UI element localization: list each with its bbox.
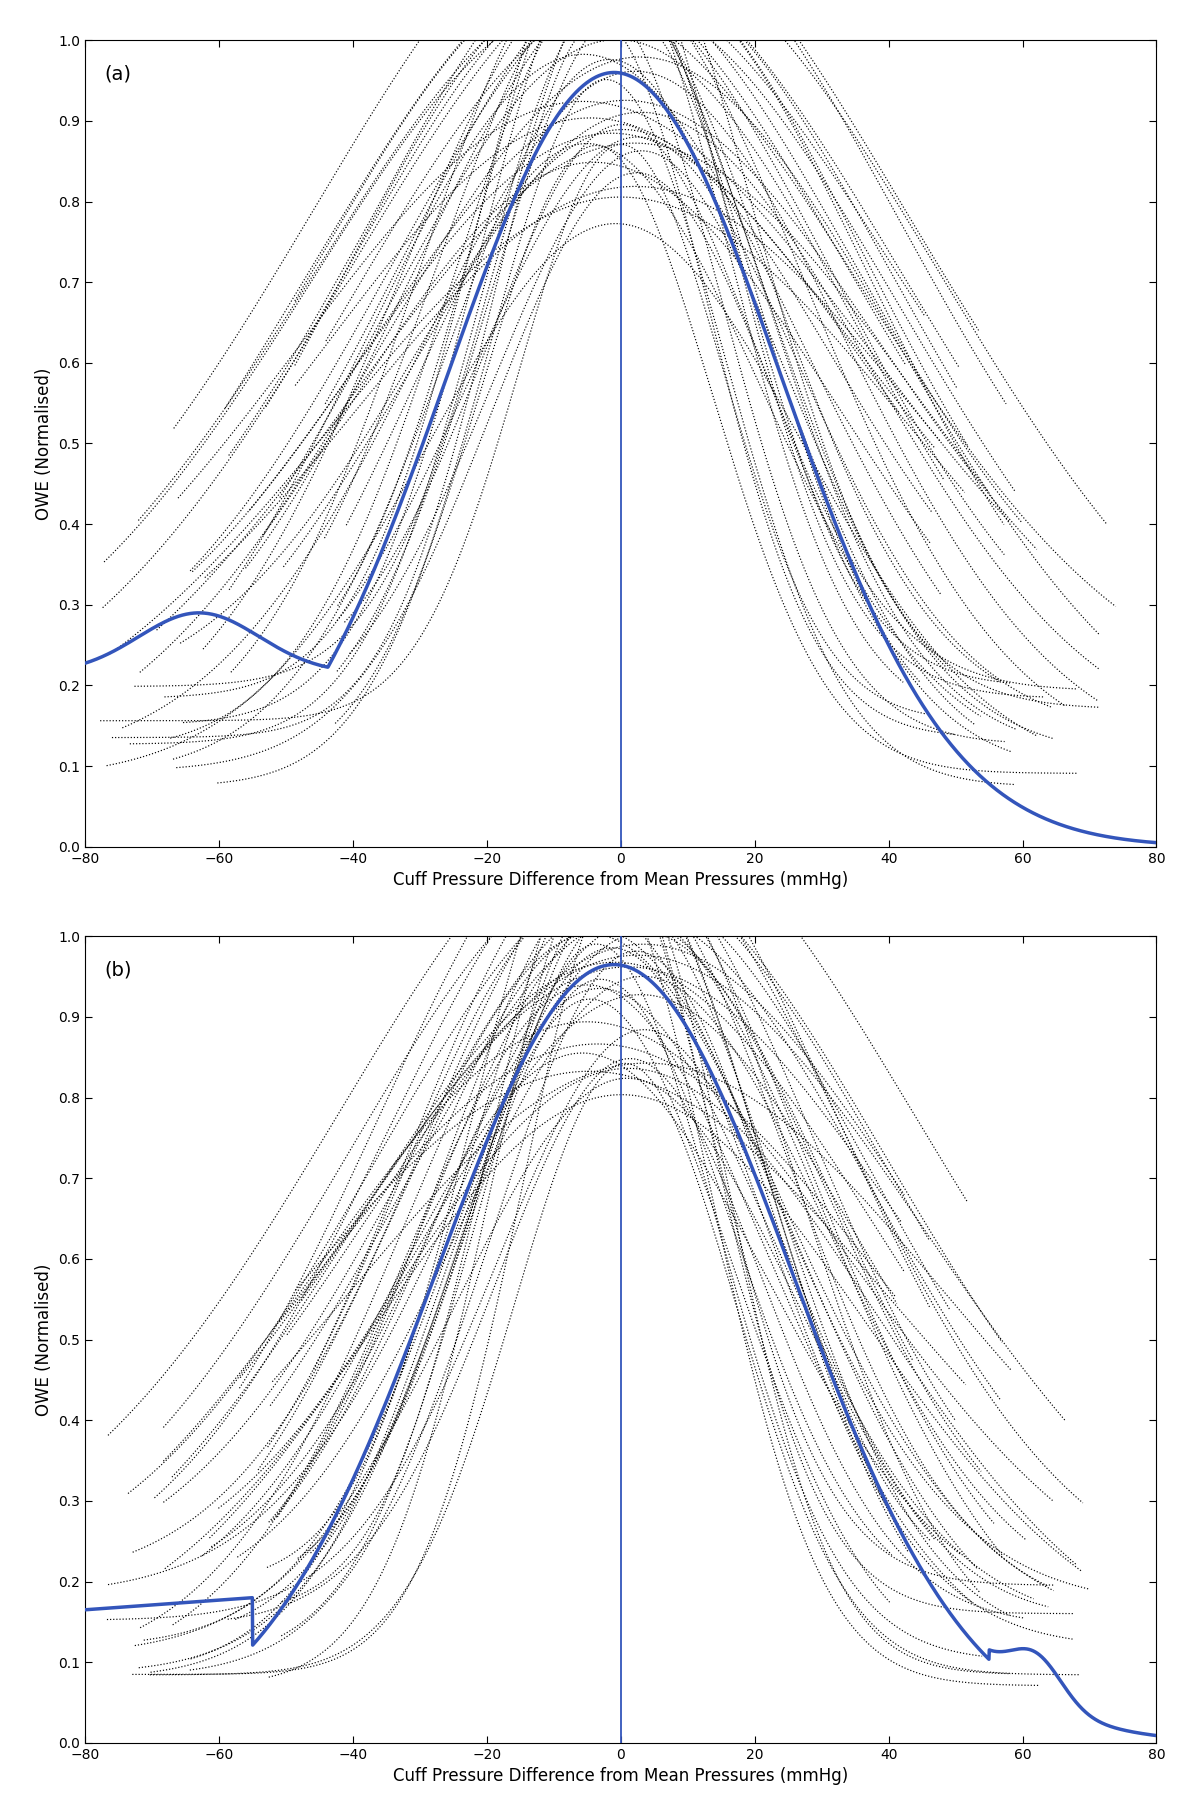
Y-axis label: OWE (Normalised): OWE (Normalised) (35, 1263, 53, 1416)
X-axis label: Cuff Pressure Difference from Mean Pressures (mmHg): Cuff Pressure Difference from Mean Press… (394, 1767, 848, 1785)
Text: (b): (b) (104, 961, 132, 979)
X-axis label: Cuff Pressure Difference from Mean Pressures (mmHg): Cuff Pressure Difference from Mean Press… (394, 872, 848, 890)
Text: (a): (a) (104, 64, 132, 84)
Y-axis label: OWE (Normalised): OWE (Normalised) (35, 368, 53, 521)
